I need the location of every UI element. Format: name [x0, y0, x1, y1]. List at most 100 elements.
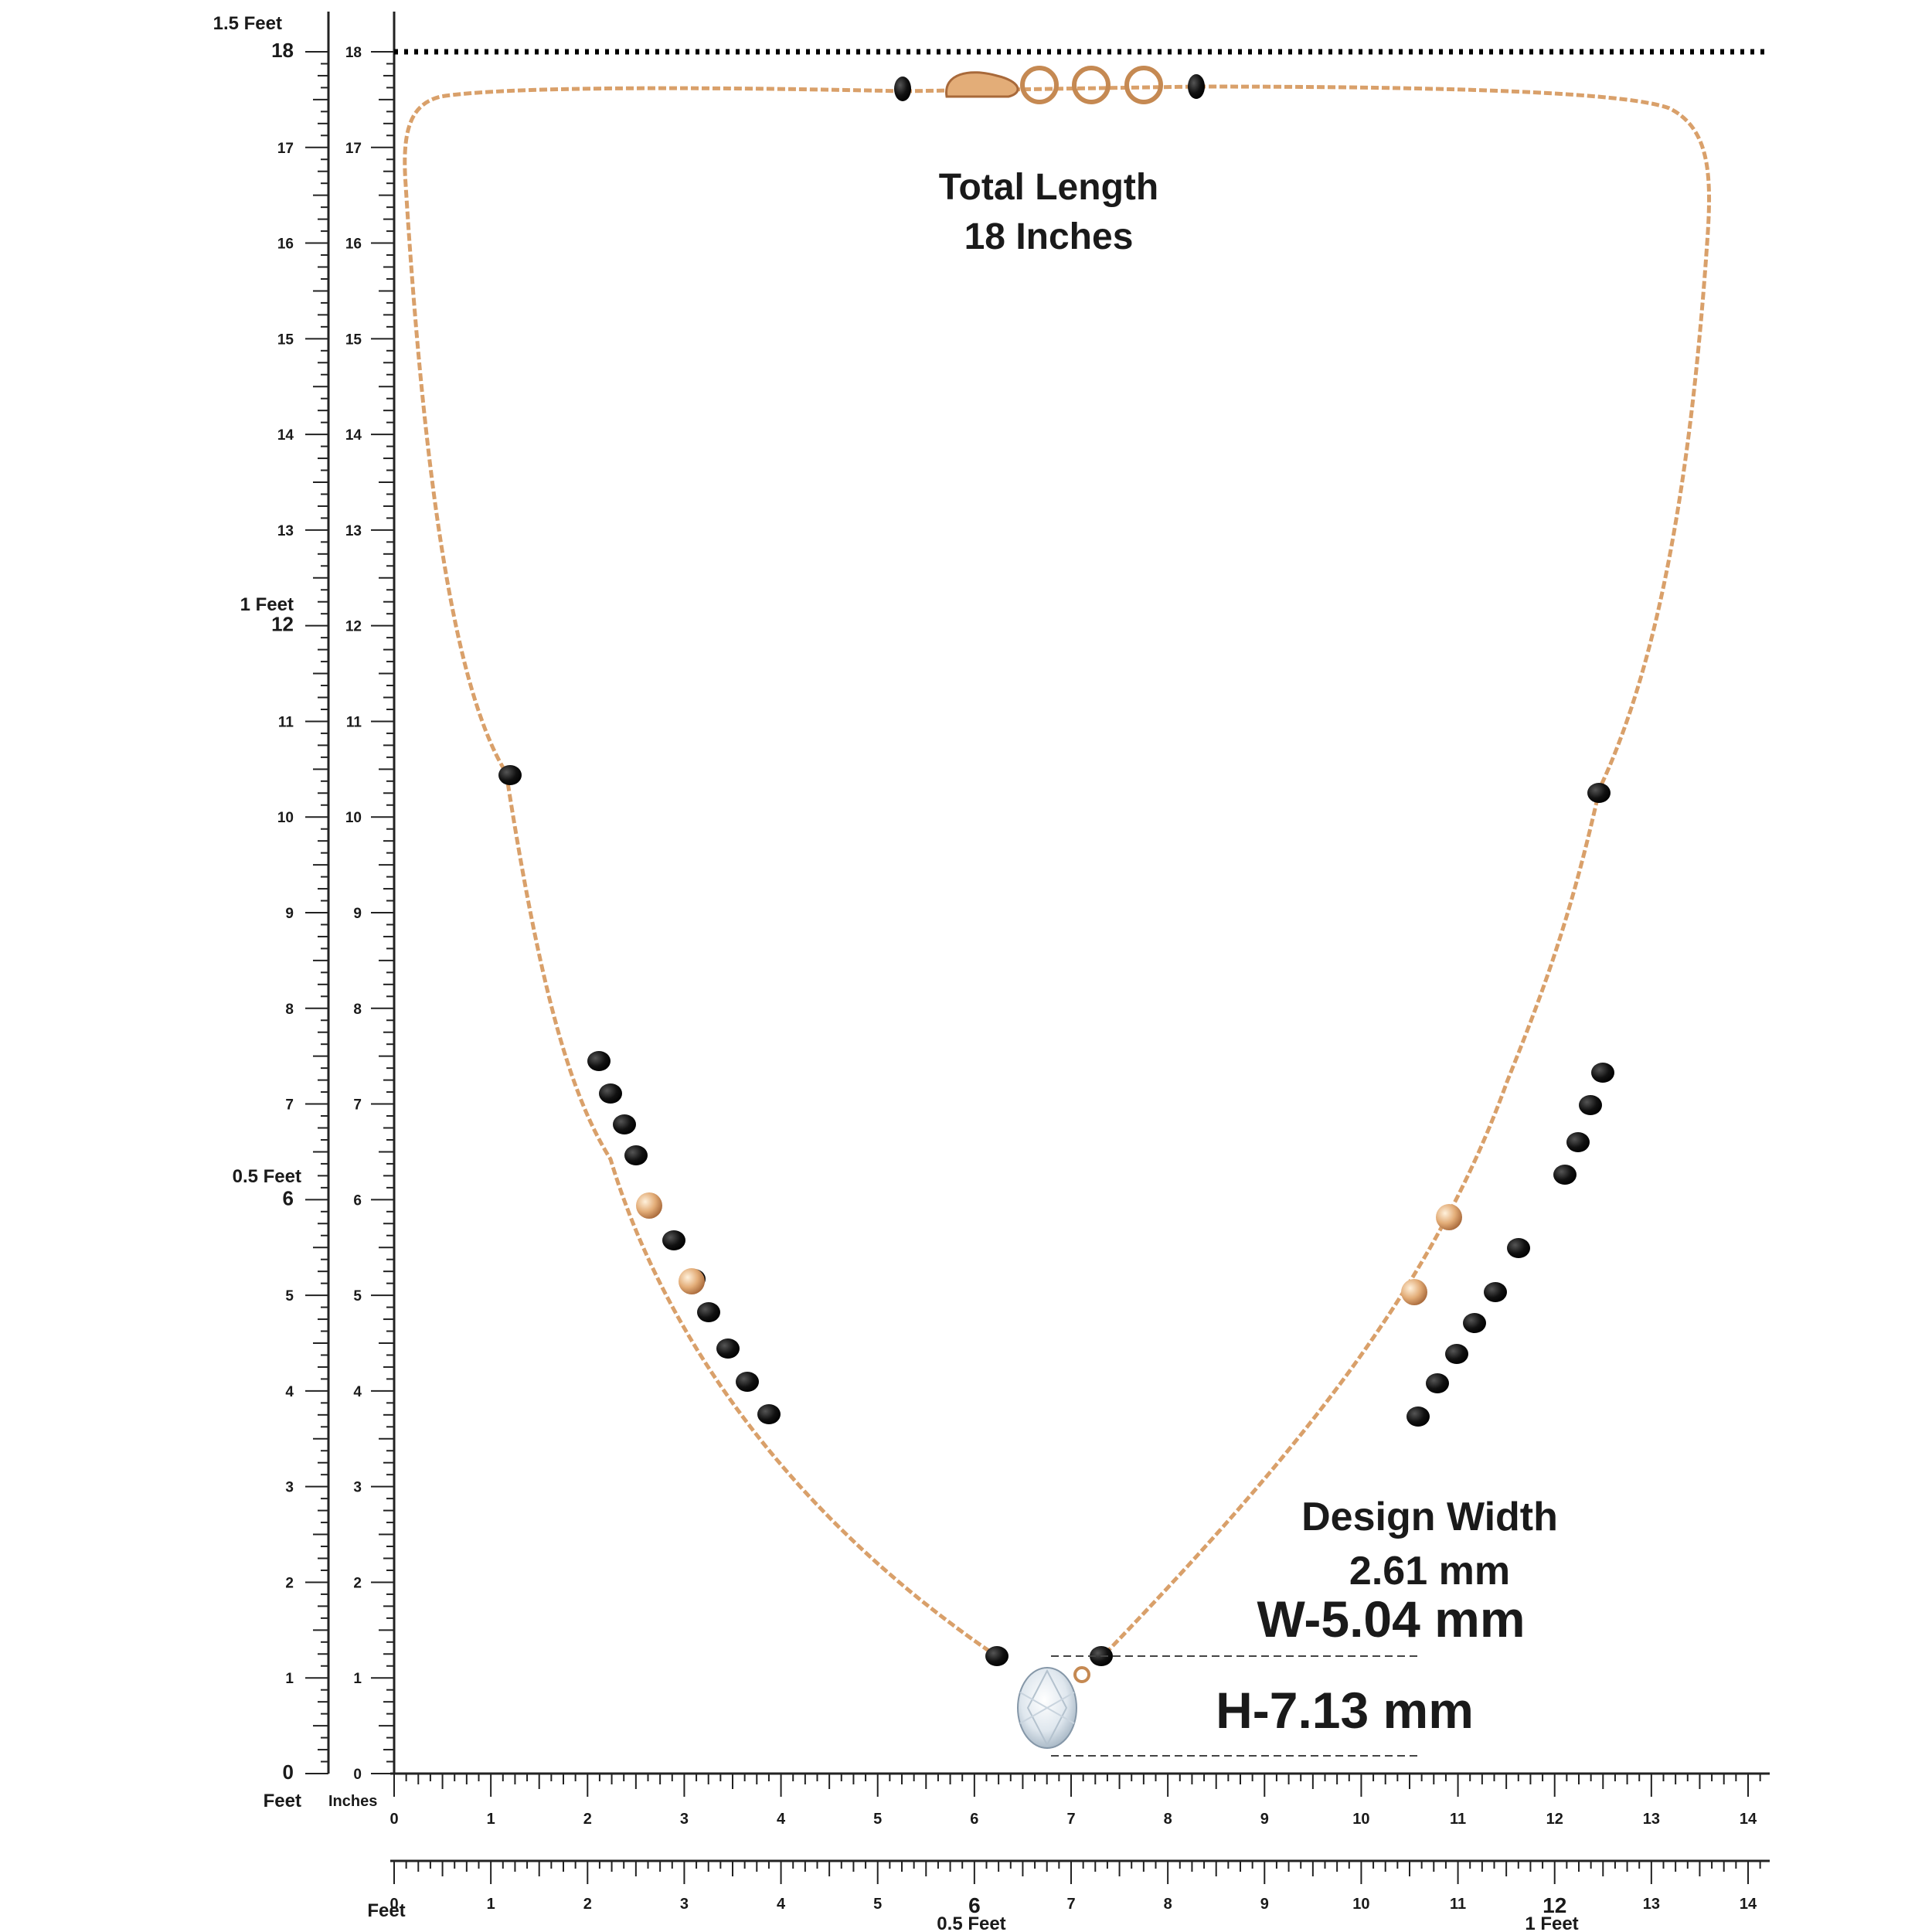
bottom-inch-number: 4: [777, 1811, 786, 1828]
bottom-inch-number-2: 2: [583, 1896, 592, 1913]
left-inch-number-inner: 17: [345, 141, 362, 157]
bottom-inch-number-2: 1: [487, 1896, 495, 1913]
bottom-inch-number: 2: [583, 1811, 592, 1828]
bottom-inch-number-2: 3: [680, 1896, 689, 1913]
left-ruler-ticks: [305, 51, 394, 1774]
black-bead: [498, 765, 522, 785]
left-inch-number: 0: [283, 1760, 294, 1784]
bottom-inch-number: 6: [970, 1811, 978, 1828]
black-bead: [1587, 783, 1611, 803]
necklace-illustration: [403, 66, 1711, 1749]
left-inch-number: 13: [277, 523, 294, 539]
black-bead: [736, 1372, 759, 1392]
left-inch-number-inner: 8: [353, 1002, 362, 1018]
bottom-feet-label: Feet: [367, 1900, 405, 1921]
left-inch-number-inner: 5: [353, 1288, 362, 1304]
left-inch-number-inner: 16: [345, 236, 362, 253]
bottom-inch-number-2: 5: [873, 1896, 882, 1913]
left-feet-label-0-5: 0.5 Feet: [233, 1166, 301, 1187]
left-inch-number: 6: [283, 1186, 294, 1209]
left-inch-number-inner: 9: [353, 906, 362, 922]
left-inch-number-inner: 1: [353, 1671, 362, 1687]
black-bead: [1579, 1095, 1602, 1115]
bottom-inch-number: 8: [1164, 1811, 1172, 1828]
black-bead: [1507, 1238, 1530, 1258]
black-bead: [697, 1302, 720, 1322]
bottom-inch-number: 14: [1740, 1811, 1757, 1828]
left-inch-number-inner: 0: [353, 1767, 362, 1783]
black-bead: [757, 1404, 781, 1424]
bottom-inch-number: 0: [389, 1811, 398, 1828]
left-inch-number-inner: 15: [345, 332, 362, 348]
left-feet-label-1: 1 Feet: [240, 594, 294, 615]
left-feet-label-1-5: 1.5 Feet: [213, 13, 282, 34]
bottom-inch-number-2: 6: [968, 1893, 981, 1917]
gold-bead: [679, 1268, 705, 1294]
pendant-width-label: W-5.04 mm: [1257, 1590, 1525, 1648]
left-inch-number-inner: 13: [345, 523, 362, 539]
design-width-title: Design Width: [1301, 1495, 1558, 1539]
left-inch-number: 1: [285, 1671, 294, 1687]
black-bead: [624, 1145, 648, 1165]
black-bead: [1591, 1063, 1614, 1083]
black-bead: [1426, 1373, 1449, 1393]
left-inch-number-inner: 18: [345, 45, 362, 61]
left-feet-label-0: Feet: [264, 1791, 301, 1811]
left-inch-number: 11: [278, 714, 294, 730]
black-bead: [985, 1646, 1009, 1666]
left-inch-number-inner: 6: [353, 1192, 362, 1209]
bottom-inch-number: 10: [1352, 1811, 1369, 1828]
left-inch-number: 18: [271, 39, 294, 62]
total-length-value: 18 Inches: [964, 216, 1134, 257]
bottom-inch-number: 3: [680, 1811, 689, 1828]
black-bead: [716, 1338, 740, 1359]
gold-bead: [1401, 1279, 1427, 1305]
bottom-inch-number: 1: [487, 1811, 495, 1828]
bottom-inch-number-2: 4: [777, 1896, 786, 1913]
black-bead: [662, 1230, 685, 1250]
inches-unit-label: Inches: [328, 1793, 377, 1810]
left-inch-number: 8: [285, 1002, 294, 1018]
bottom-inch-number: 7: [1066, 1811, 1075, 1828]
left-inch-number: 9: [285, 906, 294, 922]
chain-right: [1104, 84, 1711, 1655]
black-bead: [613, 1114, 636, 1134]
left-inch-number: 10: [277, 810, 294, 826]
left-inch-number: 16: [277, 236, 294, 253]
gold-bead: [1436, 1204, 1462, 1230]
black-bead: [1445, 1344, 1468, 1364]
pendant-height-label: H-7.13 mm: [1216, 1682, 1474, 1739]
bottom-inch-number-2: 11: [1450, 1896, 1466, 1913]
left-inch-number: 5: [285, 1288, 294, 1304]
left-inch-number: 7: [285, 1097, 294, 1114]
bottom-inch-number-2: 8: [1164, 1896, 1172, 1913]
black-bead: [1484, 1282, 1507, 1302]
left-inch-number: 3: [285, 1480, 294, 1496]
left-inch-number-inner: 14: [345, 427, 362, 444]
lobster-clasp-icon: [894, 66, 1205, 104]
bottom-inch-number: 11: [1450, 1811, 1466, 1828]
left-inch-number-inner: 3: [353, 1480, 362, 1496]
left-inch-number-inner: 12: [345, 619, 362, 635]
black-bead: [587, 1051, 611, 1071]
black-bead: [1406, 1406, 1430, 1427]
left-inch-number-inner: 4: [353, 1384, 362, 1400]
left-inch-number: 17: [277, 141, 294, 157]
gold-bead: [636, 1192, 662, 1219]
chain-left: [403, 86, 1006, 1664]
total-length-title: Total Length: [939, 167, 1158, 208]
left-inch-number: 2: [285, 1575, 294, 1591]
left-inch-number-inner: 10: [345, 810, 362, 826]
bottom-inch-number-2: 10: [1352, 1896, 1369, 1913]
black-bead: [599, 1083, 622, 1104]
design-width-value: 2.61 mm: [1349, 1549, 1510, 1594]
bottom-inch-number-2: 14: [1740, 1896, 1757, 1913]
bottom-inch-number-2: 12: [1543, 1893, 1566, 1917]
left-inch-number-inner: 7: [353, 1097, 362, 1114]
bottom-inch-number-2: 9: [1260, 1896, 1269, 1913]
bottom-inch-number: 5: [873, 1811, 882, 1828]
